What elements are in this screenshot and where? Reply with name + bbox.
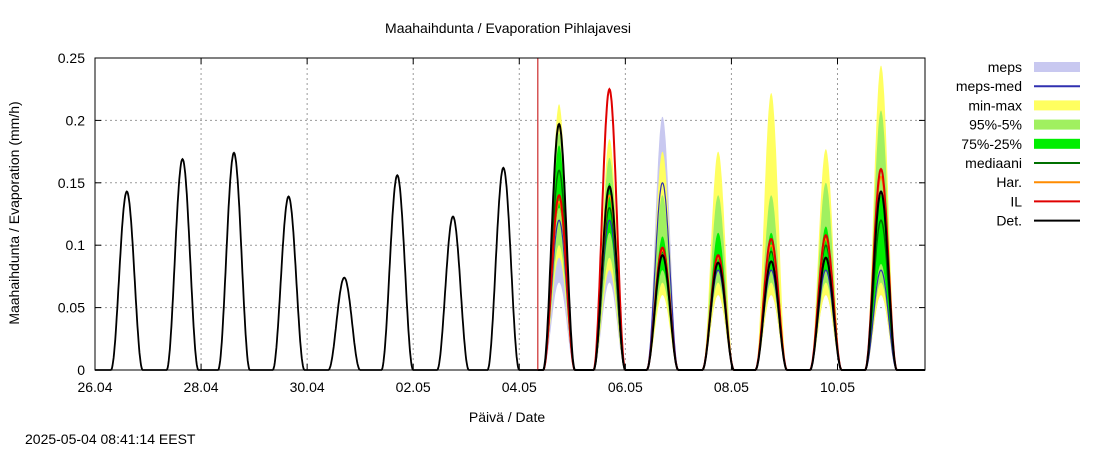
legend-label-mediaani: mediaani xyxy=(965,155,1022,171)
plot-frame xyxy=(94,57,926,371)
band-min-max xyxy=(537,65,925,370)
x-tick-label-5: 06.05 xyxy=(608,379,643,395)
legend-label-il: IL xyxy=(1010,193,1022,209)
line-det-observed xyxy=(95,151,538,371)
legend-label-det: Det. xyxy=(996,213,1022,229)
legend-swatch-p95_5 xyxy=(1034,119,1080,130)
legend-label-p75_25: 75%-25% xyxy=(961,136,1022,152)
legend: meps meps-med min-max 95%-5% 75%-25% mediaani… xyxy=(956,59,1080,229)
x-tick-label-0: 26.04 xyxy=(77,379,112,395)
y-tick-label-1: 0.05 xyxy=(58,300,85,316)
y-tick-label-0: 0 xyxy=(77,362,85,378)
x-axis-label: Päivä / Date xyxy=(469,409,545,425)
legend-swatch-p75_25 xyxy=(1034,138,1080,149)
x-tick-label-7: 10.05 xyxy=(820,379,855,395)
legend-label-meps: meps xyxy=(988,59,1022,75)
x-tick-label-2: 30.04 xyxy=(290,379,325,395)
axes: 0 0.05 0.1 0.15 0.2 0.25 26.04 28.04 30.04 02.05 0… xyxy=(58,50,926,395)
x-tick-label-6: 08.05 xyxy=(714,379,749,395)
y-tick-label-5: 0.25 xyxy=(58,50,85,66)
legend-label-minmax: min-max xyxy=(968,97,1022,113)
legend-swatch-meps xyxy=(1034,62,1080,72)
x-tick-label-1: 28.04 xyxy=(184,379,219,395)
legend-label-p95_5: 95%-5% xyxy=(969,117,1022,133)
y-tick-label-4: 0.2 xyxy=(66,112,86,128)
x-tick-label-4: 04.05 xyxy=(502,379,537,395)
plot-area xyxy=(95,58,925,371)
chart-title: Maahaihdunta / Evaporation Pihlajavesi xyxy=(385,20,631,36)
legend-label-har: Har. xyxy=(996,174,1022,190)
timestamp-footer: 2025-05-04 08:41:14 EEST xyxy=(25,431,196,447)
x-tick-label-3: 02.05 xyxy=(396,379,431,395)
y-tick-label-3: 0.15 xyxy=(58,175,85,191)
legend-label-meps_med: meps-med xyxy=(956,78,1022,94)
y-axis-label: Maahaihdunta / Evaporation (mm/h) xyxy=(6,101,22,324)
y-tick-label-2: 0.1 xyxy=(66,237,86,253)
legend-swatch-minmax xyxy=(1034,100,1080,111)
